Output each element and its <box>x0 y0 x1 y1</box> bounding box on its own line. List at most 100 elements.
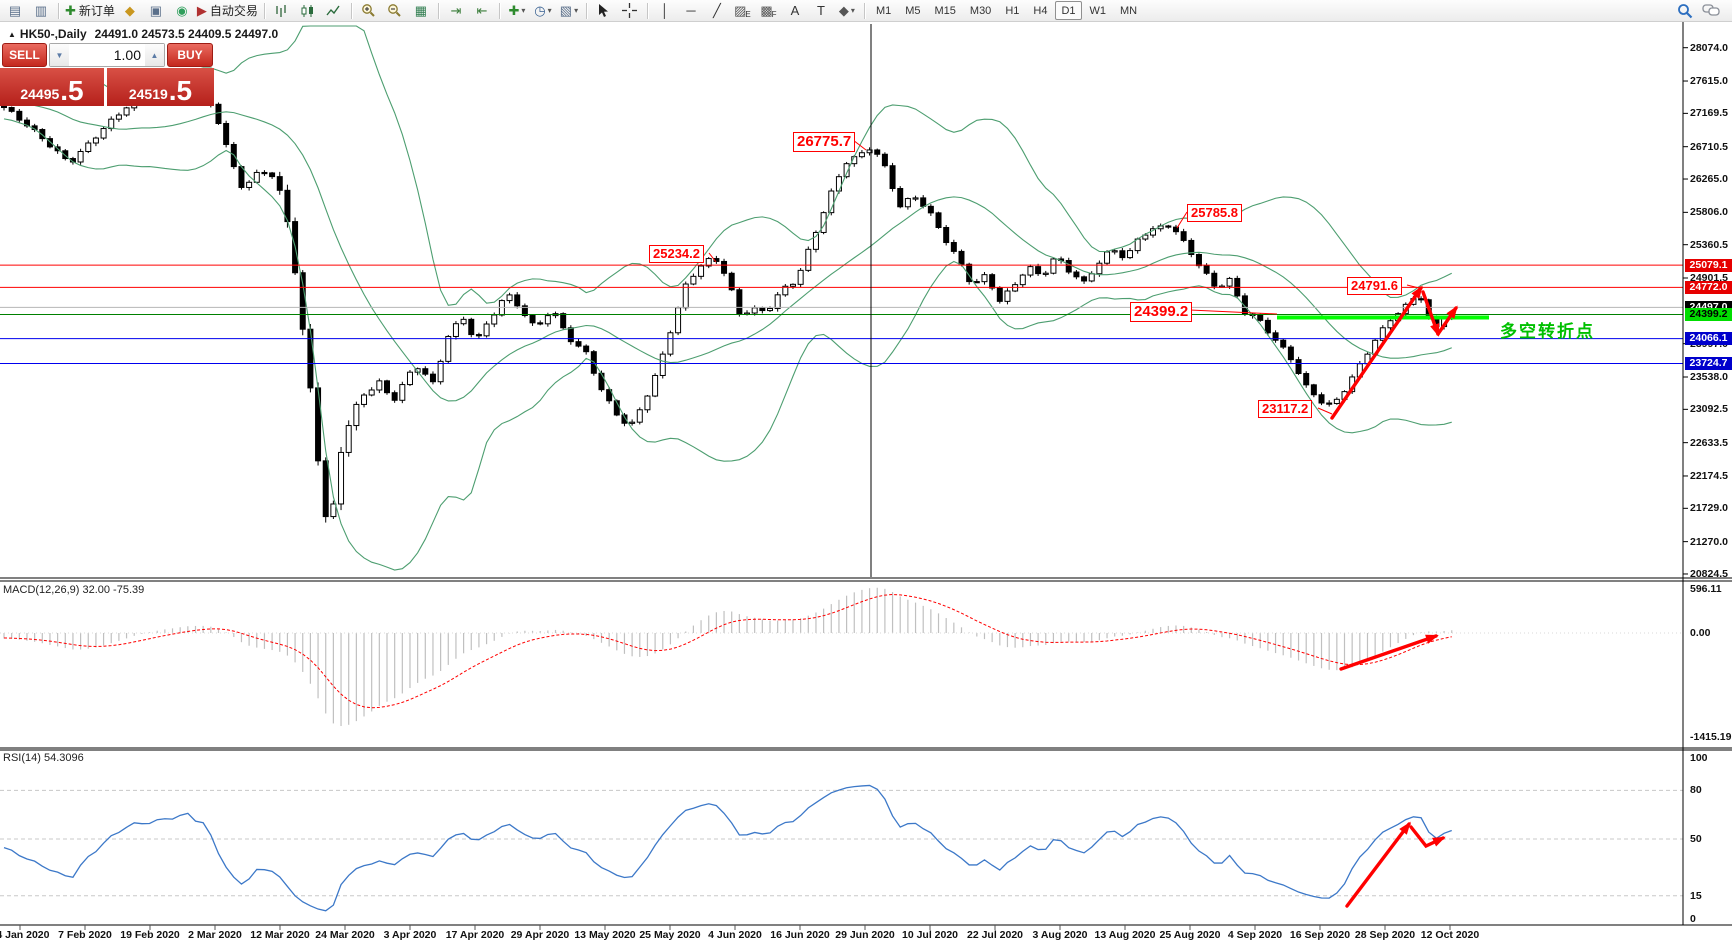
date-axis-label[interactable]: 25 Aug 2020 <box>1159 929 1221 941</box>
sell-price-quote[interactable]: 24495 .5 <box>0 68 104 106</box>
price-axis-tick: 26710.5 <box>1690 140 1728 153</box>
date-axis-label[interactable]: 24 Mar 2020 <box>315 929 375 941</box>
date-axis-label[interactable]: 28 Sep 2020 <box>1354 929 1416 941</box>
toolbar-separator <box>585 2 587 19</box>
template-button[interactable]: ▧ ▾ <box>559 2 579 18</box>
symbol-period-label: HK50-,Daily <box>19 27 87 41</box>
volume-increase-button[interactable]: ▲ <box>145 44 164 66</box>
bollinger-middle <box>3 97 1452 402</box>
date-axis-label[interactable]: 10 Jul 2020 <box>901 929 959 941</box>
price-axis-tick: 28074.0 <box>1690 41 1728 54</box>
label-icon[interactable]: T <box>816 3 825 18</box>
date-axis-label[interactable]: 24 Jan 2020 <box>0 929 50 941</box>
date-axis-label[interactable]: 3 Aug 2020 <box>1032 929 1088 941</box>
chart-shift-icon[interactable]: ⇤ <box>476 2 488 18</box>
line-chart-icon[interactable] <box>321 1 347 20</box>
date-axis-label[interactable]: 12 Mar 2020 <box>250 929 310 941</box>
fibonacci-icon[interactable]: ▩ F <box>760 2 777 20</box>
date-axis-label[interactable]: 29 Apr 2020 <box>510 929 570 941</box>
trendline-icon[interactable]: ╱ <box>713 2 721 18</box>
price-callout-label: 23117.2 <box>1258 400 1313 418</box>
price-axis-tick: 26265.0 <box>1690 173 1728 186</box>
profiles-icon[interactable]: ▥ <box>34 2 48 18</box>
sell-button[interactable]: SELL <box>2 43 47 67</box>
trend-arrow <box>1339 634 1438 671</box>
new-order-button[interactable]: ✚ 新订单 <box>65 2 115 19</box>
timeframe-button-m15[interactable]: M15 <box>934 4 956 17</box>
signals-icon[interactable]: ◉ <box>176 2 188 18</box>
cursor-icon[interactable] <box>591 1 617 20</box>
date-axis-label[interactable]: 12 Oct 2020 <box>1420 929 1480 941</box>
date-axis-label[interactable]: 4 Jun 2020 <box>708 929 762 941</box>
date-axis-label[interactable]: 17 Apr 2020 <box>445 929 505 941</box>
timeframe-button-m5[interactable]: M5 <box>905 4 921 17</box>
rsi-axis-tick: 100 <box>1690 752 1708 764</box>
timeframe-button-d1[interactable]: D1 <box>1055 1 1082 20</box>
candlestick-chart-icon[interactable] <box>295 1 321 20</box>
rsi-axis-tick: 50 <box>1690 833 1702 845</box>
timeframe-button-mn[interactable]: MN <box>1120 4 1138 17</box>
chart-window-icon[interactable]: ▤ <box>8 2 22 18</box>
period-button[interactable]: ◷ ▾ <box>534 2 552 18</box>
tile-windows-icon[interactable]: ▦ <box>414 2 428 18</box>
search-icon[interactable] <box>1672 1 1698 20</box>
volume-input[interactable] <box>69 44 145 66</box>
bar-chart-icon[interactable] <box>269 1 295 20</box>
date-axis-label[interactable]: 16 Jun 2020 <box>770 929 830 941</box>
date-axis-label[interactable]: 19 Feb 2020 <box>120 929 180 941</box>
text-icon[interactable]: A <box>790 3 800 18</box>
date-axis-label[interactable]: 25 May 2020 <box>639 929 701 941</box>
arrows-button[interactable]: ◆ ▾ <box>838 2 855 18</box>
date-axis-label[interactable]: 16 Sep 2020 <box>1289 929 1351 941</box>
date-axis-label[interactable]: 2 Mar 2020 <box>188 929 242 941</box>
add-indicator-button[interactable]: ✚ ▾ <box>508 2 526 18</box>
trend-arrow <box>1330 286 1423 420</box>
macd-axis-tick: -1415.19 <box>1690 731 1732 743</box>
buy-price-quote[interactable]: 24519 .5 <box>107 68 214 106</box>
toolbar-separator <box>263 2 265 19</box>
price-axis-badge: 24066.1 <box>1685 332 1732 346</box>
timeframe-button-h1[interactable]: H1 <box>1005 4 1020 17</box>
sell-price-pips: .5 <box>60 75 84 106</box>
buy-button[interactable]: BUY <box>167 43 213 67</box>
price-axis-tick: 25806.0 <box>1690 206 1728 219</box>
price-axis-tick: 27615.0 <box>1690 75 1728 88</box>
auto-scroll-icon[interactable]: ⇥ <box>450 2 462 18</box>
rsi-axis-tick: 15 <box>1690 890 1702 902</box>
price-callout-label: 25785.8 <box>1187 204 1242 222</box>
date-axis-label[interactable]: 3 Apr 2020 <box>383 929 437 941</box>
buy-price-main: 24519 <box>128 86 168 102</box>
date-axis-label[interactable]: 7 Feb 2020 <box>58 929 112 941</box>
price-axis-badge: 24772.0 <box>1685 280 1732 294</box>
navigator-icon[interactable]: ▣ <box>149 2 163 18</box>
crosshair-icon[interactable] <box>617 1 643 20</box>
macd-indicator-label: MACD(12,26,9) 32.00 -75.39 <box>3 584 145 596</box>
timeframe-button-w1[interactable]: W1 <box>1089 4 1107 17</box>
trade-quotes-row: 24495 .5 24519 .5 <box>0 68 214 106</box>
channel-icon[interactable]: ▨ E <box>734 2 751 20</box>
price-callout-label: 26775.7 <box>793 132 856 152</box>
horizontal-line-icon[interactable]: ─ <box>686 3 696 18</box>
trade-buttons-row: SELL ▼ ▲ BUY <box>0 42 214 68</box>
zoom-out-button[interactable] <box>382 1 408 20</box>
sell-price-main: 24495 <box>20 86 60 102</box>
date-axis-label[interactable]: 4 Sep 2020 <box>1227 929 1283 941</box>
autotrading-button[interactable]: ▶ 自动交易 <box>196 2 258 19</box>
rsi-indicator-label: RSI(14) 54.3096 <box>3 752 84 764</box>
chat-icon[interactable] <box>1698 1 1724 20</box>
zoom-in-button[interactable] <box>356 1 382 20</box>
volume-stepper: ▼ ▲ <box>49 43 165 67</box>
timeframe-button-m1[interactable]: M1 <box>875 4 892 17</box>
collapse-triangle-icon[interactable]: ▲ <box>8 30 16 39</box>
price-axis-badge: 23724.7 <box>1685 356 1732 370</box>
history-center-icon[interactable]: ◆ <box>124 2 135 18</box>
timeframe-button-m30[interactable]: M30 <box>969 4 992 17</box>
volume-decrease-button[interactable]: ▼ <box>50 44 69 66</box>
date-axis-label[interactable]: 22 Jul 2020 <box>966 929 1024 941</box>
vertical-line-icon[interactable]: │ <box>660 3 669 18</box>
date-axis-label[interactable]: 13 May 2020 <box>574 929 636 941</box>
date-axis-label[interactable]: 29 Jun 2020 <box>835 929 895 941</box>
timeframe-button-h4[interactable]: H4 <box>1033 4 1048 17</box>
date-axis-label[interactable]: 13 Aug 2020 <box>1094 929 1156 941</box>
